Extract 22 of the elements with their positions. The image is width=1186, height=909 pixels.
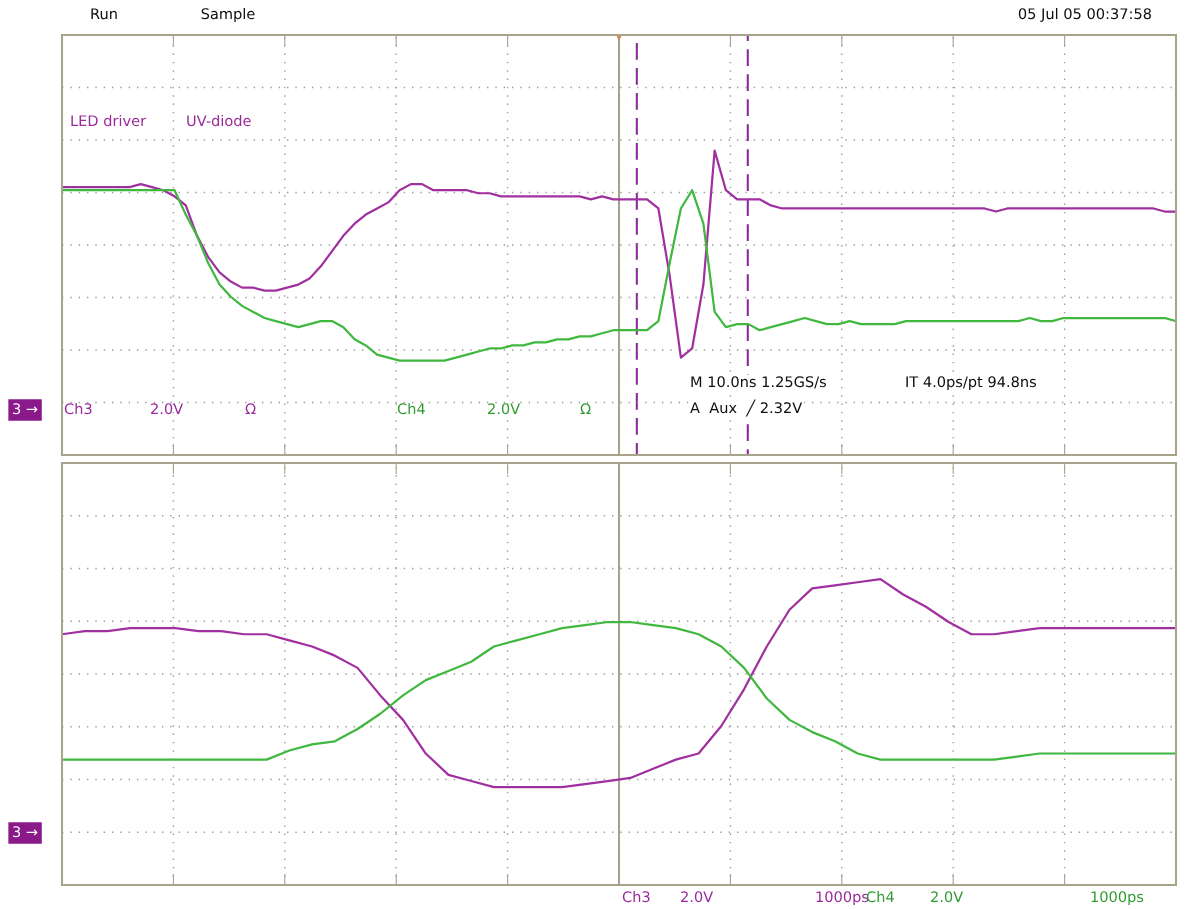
text: 3 → xyxy=(13,826,38,838)
text: LED driver xyxy=(71,114,147,127)
annotation: A Aux ╱ 2.32V xyxy=(690,399,803,417)
text: Run xyxy=(91,8,117,20)
annotation: Ω xyxy=(580,403,591,415)
text: UV-diode xyxy=(187,114,251,127)
annotation: IT 4.0ps/pt 94.8ns xyxy=(906,376,1037,391)
text: 1000ps xyxy=(816,891,869,906)
text: Sample xyxy=(201,7,255,23)
text: 1000ps xyxy=(1091,891,1144,906)
text: 05 Jul 05 00:37:58 xyxy=(1018,7,1151,22)
annotation: 2.0V xyxy=(151,403,184,415)
text: 2.0V xyxy=(681,891,714,903)
annotation: 2.0V xyxy=(488,403,521,415)
text: 2.0V xyxy=(931,891,964,903)
text: Ch4 xyxy=(866,890,894,903)
text: Ch3 xyxy=(622,890,650,903)
annotation: Ch4 xyxy=(397,402,425,415)
text: 3 → xyxy=(13,403,38,415)
annotation: M 10.0ns 1.25GS/s xyxy=(691,376,826,389)
annotation: Ω xyxy=(245,403,256,415)
annotation: Ch3 xyxy=(64,402,92,415)
